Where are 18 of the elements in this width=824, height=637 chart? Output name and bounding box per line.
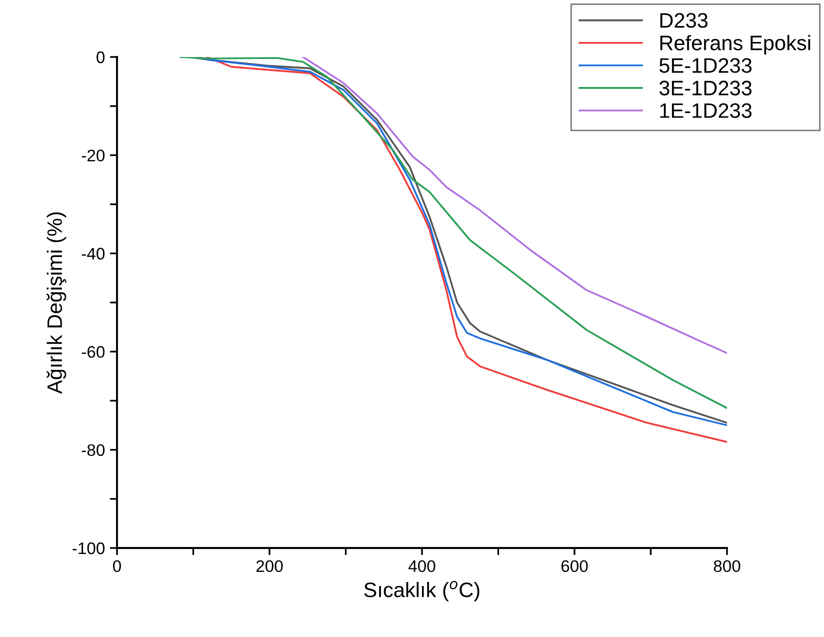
x-tick-label: 400 [408, 560, 436, 572]
x-tick-label: 600 [561, 560, 588, 572]
legend-label: 3E-1D233 [659, 80, 752, 96]
y-tick-label: 0 [96, 51, 105, 64]
y-tick-label: -80 [82, 444, 105, 456]
x-tick-label: 800 [714, 560, 740, 572]
y-tick-label: -20 [82, 150, 105, 162]
y-tick-label: -60 [82, 346, 105, 358]
y-tick-label: -100 [72, 542, 105, 554]
legend-label: Referans Epoksi [660, 35, 810, 54]
x-axis-title: Sıcaklık ($^{o}$C) [364, 580, 480, 602]
x-tick-label: 0 [113, 560, 121, 572]
y-axis-title: Ağırlık Değişimi (%) [46, 212, 66, 394]
legend-label: 5E-1D233 [659, 58, 752, 73]
x-tick-label: 200 [256, 560, 283, 572]
legend-label: D233 [660, 13, 708, 28]
legend-label: 1E-1D233 [660, 103, 752, 118]
y-tick-label: -40 [82, 248, 105, 260]
